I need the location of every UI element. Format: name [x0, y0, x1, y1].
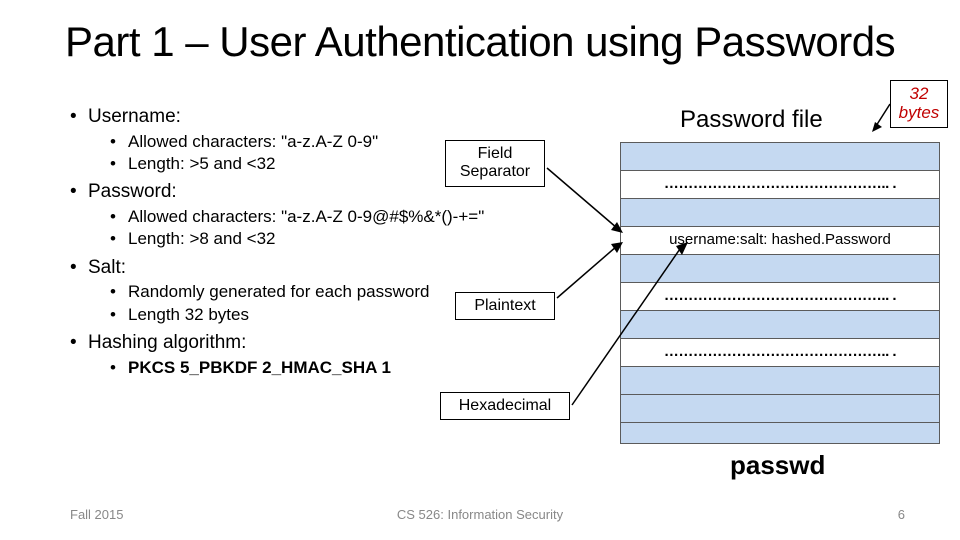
table-row: [621, 199, 939, 227]
footer-center: CS 526: Information Security: [0, 507, 960, 522]
password-file-title: Password file: [680, 106, 823, 134]
callout-hexadecimal: Hexadecimal: [440, 392, 570, 420]
bullet-salt-label: Salt:: [88, 257, 126, 278]
callout-32-bytes: 32 bytes: [890, 80, 948, 128]
callout-plaintext-text: Plaintext: [474, 297, 535, 314]
bullet-hashing-sub-0: •PKCS 5_PBKDF 2_HMAC_SHA 1: [110, 357, 600, 378]
bullet-hashing: •Hashing algorithm:: [70, 331, 600, 355]
table-dots-1: ……………………………………….. .: [621, 175, 939, 192]
bullet-password-sub-0: •Allowed characters: "a-z.A-Z 0-9@#$%&*(…: [110, 206, 600, 227]
arrow-hexadecimal-icon: [570, 240, 690, 410]
callout-hexadecimal-text: Hexadecimal: [459, 397, 551, 414]
arrow-field-separator-icon: [545, 160, 625, 240]
table-row: [621, 143, 939, 171]
bullet-password-sub-1: •Length: >8 and <32: [110, 228, 600, 249]
bullet-hashing-label: Hashing algorithm:: [88, 332, 246, 353]
passwd-label: passwd: [730, 450, 825, 481]
footer-right: 6: [898, 507, 905, 522]
callout-32-bytes-text: 32 bytes: [891, 85, 947, 122]
callout-plaintext: Plaintext: [455, 292, 555, 320]
table-row: ……………………………………….. .: [621, 171, 939, 199]
bullet-username-label: Username:: [88, 106, 181, 127]
callout-field-separator-text: Field Separator: [456, 145, 534, 182]
bullet-password-label: Password:: [88, 181, 177, 202]
bullet-salt: •Salt:: [70, 256, 600, 280]
callout-field-separator: Field Separator: [445, 140, 545, 187]
slide-title: Part 1 – User Authentication using Passw…: [65, 18, 895, 66]
table-row: [621, 423, 939, 443]
bytes-arrow-icon: [870, 102, 892, 132]
bullet-username: •Username:: [70, 105, 600, 129]
